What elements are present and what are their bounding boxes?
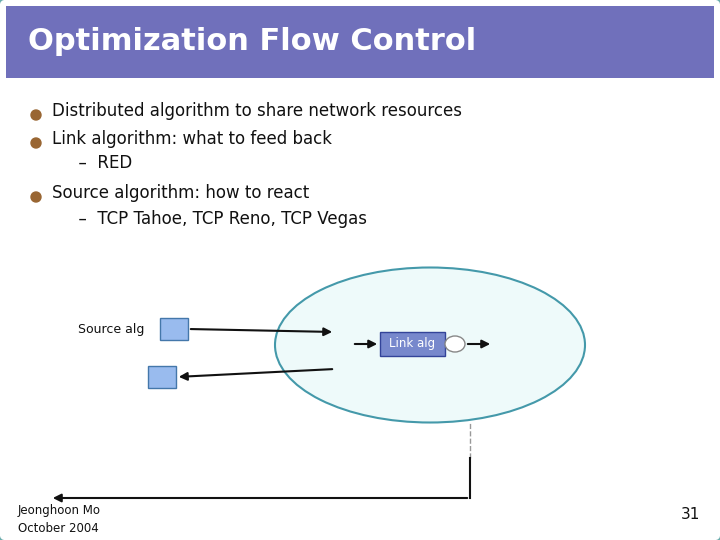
Text: Distributed algorithm to share network resources: Distributed algorithm to share network r… — [52, 102, 462, 120]
Text: 31: 31 — [680, 507, 700, 522]
Text: Link algorithm: what to feed back: Link algorithm: what to feed back — [52, 130, 332, 148]
Circle shape — [31, 138, 41, 148]
Text: Source alg: Source alg — [78, 323, 145, 336]
Text: –  RED: – RED — [68, 154, 132, 172]
Ellipse shape — [445, 336, 465, 352]
FancyBboxPatch shape — [148, 366, 176, 388]
Text: Link alg: Link alg — [390, 338, 436, 350]
Text: –  TCP Tahoe, TCP Reno, TCP Vegas: – TCP Tahoe, TCP Reno, TCP Vegas — [68, 210, 367, 228]
Text: Optimization Flow Control: Optimization Flow Control — [28, 28, 476, 57]
Circle shape — [31, 192, 41, 202]
Text: Jeonghoon Mo
October 2004: Jeonghoon Mo October 2004 — [18, 504, 101, 535]
Ellipse shape — [275, 267, 585, 422]
FancyBboxPatch shape — [6, 6, 714, 78]
Text: Source algorithm: how to react: Source algorithm: how to react — [52, 184, 310, 202]
Circle shape — [31, 110, 41, 120]
FancyBboxPatch shape — [380, 332, 445, 356]
FancyBboxPatch shape — [160, 318, 188, 340]
